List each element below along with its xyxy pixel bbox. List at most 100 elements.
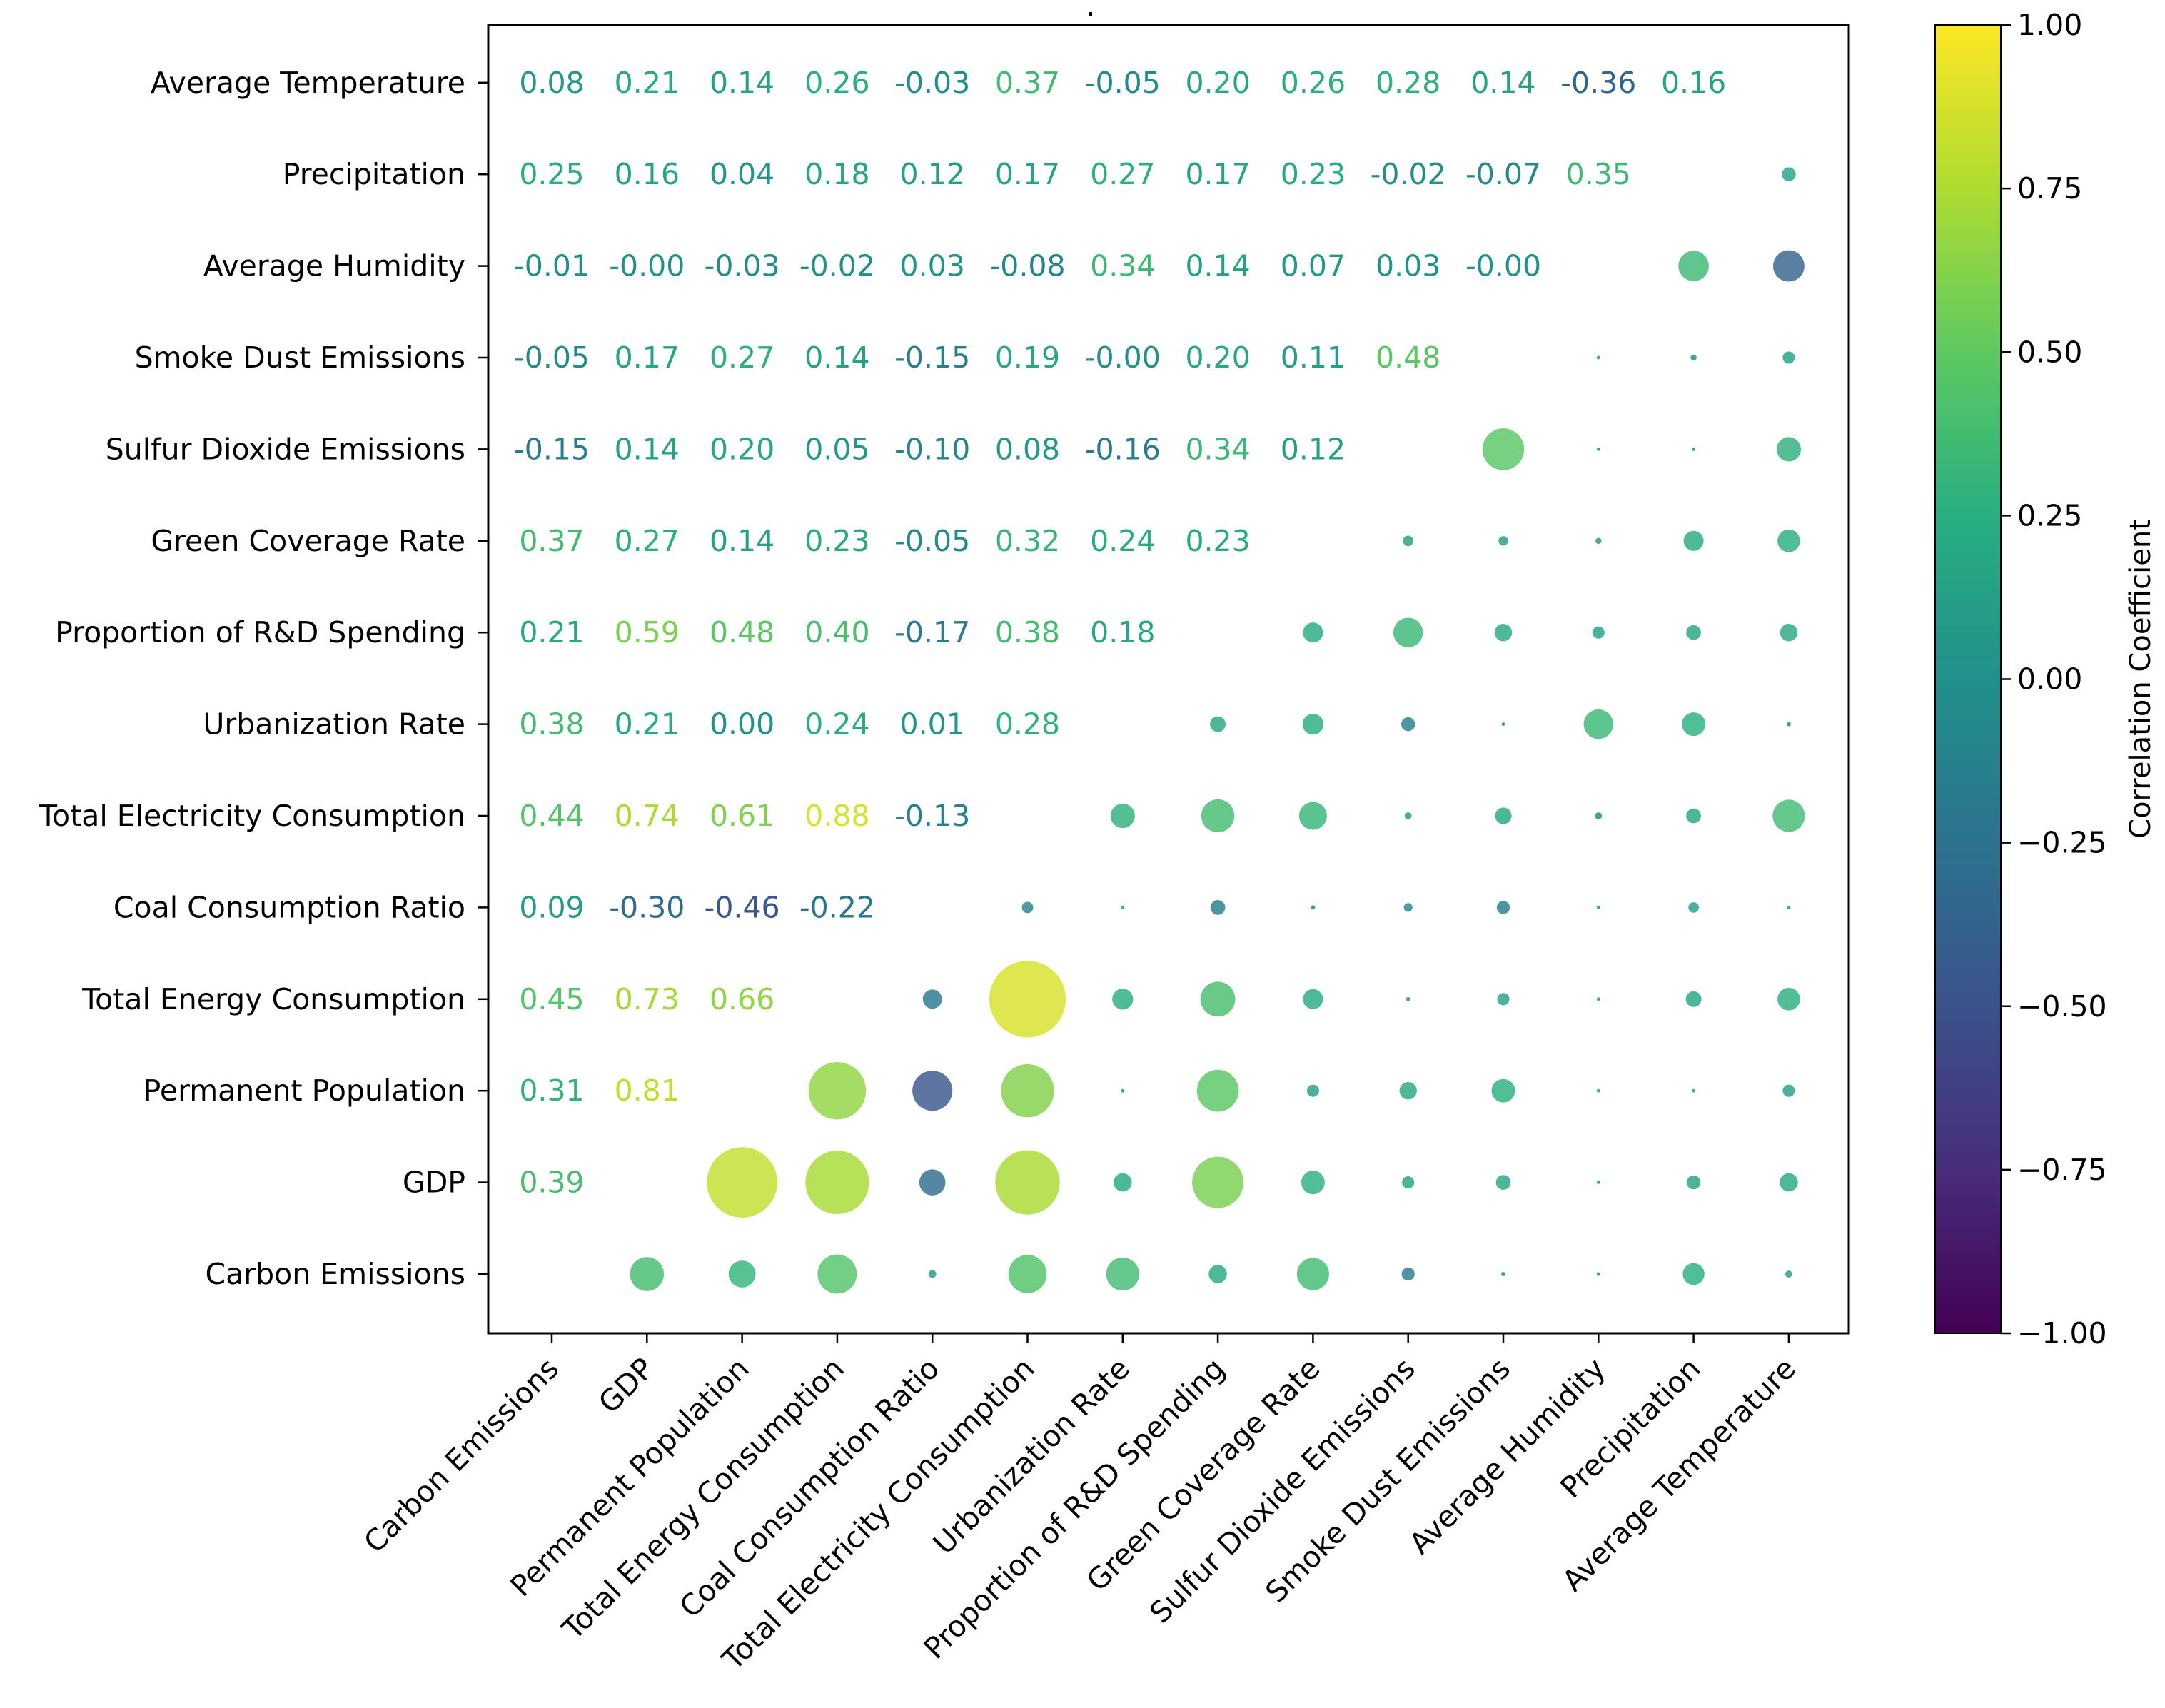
correlation-label: 0.23 <box>804 524 869 558</box>
correlation-bubble <box>1494 624 1513 642</box>
correlation-bubble <box>1596 447 1600 451</box>
correlation-bubble <box>1772 799 1805 832</box>
correlation-bubble <box>1001 1063 1054 1118</box>
correlation-label: -0.16 <box>1085 432 1161 466</box>
correlation-label: -0.22 <box>799 890 875 924</box>
correlation-label: 0.25 <box>519 157 584 191</box>
correlation-bubble <box>989 961 1066 1038</box>
correlation-label: 0.66 <box>710 982 774 1016</box>
correlation-bubble <box>1596 997 1600 1001</box>
correlation-bubble <box>1201 799 1235 833</box>
correlation-label: 0.18 <box>804 157 869 191</box>
colorbar-tick-label: −0.75 <box>2017 1153 2107 1187</box>
correlation-bubble <box>728 1260 756 1288</box>
correlation-label: -0.15 <box>514 432 590 466</box>
x-tick-label: GDP <box>592 1351 660 1420</box>
correlation-label: 0.20 <box>1185 340 1250 375</box>
correlation-label: 0.45 <box>519 982 584 1016</box>
correlation-bubble <box>1688 902 1699 913</box>
correlation-bubble <box>1482 428 1525 470</box>
correlation-bubble <box>1192 1156 1244 1208</box>
correlation-bubble <box>1401 1267 1415 1281</box>
correlation-label: 0.07 <box>1281 249 1346 283</box>
correlation-label: 0.08 <box>995 432 1060 466</box>
correlation-bubble <box>808 1061 867 1120</box>
correlation-label: 0.37 <box>519 524 584 558</box>
correlation-bubble <box>1393 617 1423 647</box>
correlation-bubble <box>1596 905 1600 909</box>
correlation-label: 0.16 <box>1661 66 1726 100</box>
correlation-bubble <box>1110 803 1135 829</box>
correlation-bubble <box>1008 1255 1047 1293</box>
correlation-label: 0.48 <box>1376 340 1440 375</box>
correlation-bubble <box>1595 537 1602 545</box>
correlation-label: 0.17 <box>995 157 1060 191</box>
correlation-bubble <box>1298 802 1327 830</box>
correlation-label: -0.02 <box>1371 157 1446 191</box>
y-tick-label: Precipitation <box>283 157 465 191</box>
correlation-label: 0.24 <box>804 707 869 742</box>
correlation-bubble <box>922 989 942 1009</box>
correlation-bubble <box>805 1151 869 1215</box>
correlation-bubble <box>1776 437 1801 462</box>
chart-title: . <box>1086 0 1096 23</box>
correlation-label: 0.05 <box>804 432 869 466</box>
correlation-bubble <box>1401 717 1415 732</box>
correlation-label: 0.21 <box>615 707 680 742</box>
correlation-bubble <box>1780 1173 1798 1192</box>
correlation-bubble <box>1683 530 1704 551</box>
correlation-label: -0.01 <box>514 249 590 283</box>
correlation-bubble <box>1303 989 1323 1009</box>
correlation-bubble <box>1777 529 1800 552</box>
correlation-label: 0.23 <box>1185 524 1250 558</box>
chart-marks: Carbon Emissions Carbon Emissions GDP GDP Pe… <box>39 66 1805 1677</box>
correlation-label: 0.61 <box>710 799 774 833</box>
correlation-bubble <box>1303 622 1323 643</box>
correlation-bubble <box>1678 251 1709 281</box>
correlation-bubble <box>1106 1257 1139 1291</box>
correlation-label: -0.05 <box>514 340 590 375</box>
correlation-bubble <box>1210 716 1226 732</box>
x-tick-label: Carbon Emissions <box>357 1351 565 1560</box>
y-tick-label: Coal Consumption Ratio <box>113 890 465 924</box>
y-tick-label: Proportion of R&D Spending <box>55 615 465 650</box>
colorbar-label: Correlation Coefficient <box>2124 519 2157 839</box>
correlation-bubble <box>1404 812 1412 819</box>
correlation-label: 0.34 <box>1185 432 1250 466</box>
correlation-label: -0.05 <box>1085 66 1161 100</box>
correlation-label: -0.13 <box>894 799 970 833</box>
correlation-label: -0.30 <box>609 890 685 924</box>
correlation-label: 0.11 <box>1281 340 1346 375</box>
correlation-label: 0.26 <box>804 66 869 100</box>
correlation-bubble <box>1496 901 1510 914</box>
correlation-label: -0.03 <box>894 66 970 100</box>
colorbar-tick-label: 0.25 <box>2017 498 2082 532</box>
correlation-label: 0.23 <box>1281 157 1346 191</box>
correlation-bubble <box>1690 354 1697 361</box>
correlation-label: 0.27 <box>710 340 774 375</box>
correlation-label: 0.74 <box>615 799 680 833</box>
correlation-label: -0.17 <box>894 615 970 650</box>
colorbar-tick-label: 0.50 <box>2017 335 2082 369</box>
correlation-label: 0.32 <box>995 524 1060 558</box>
correlation-bubble <box>1021 901 1034 914</box>
correlation-bubble <box>1121 905 1125 909</box>
correlation-bubble <box>1296 1258 1329 1290</box>
correlation-label: 0.28 <box>995 707 1060 742</box>
correlation-bubble <box>995 1150 1060 1215</box>
correlation-label: 0.19 <box>995 340 1060 375</box>
y-tick-label: Urbanization Rate <box>203 707 465 742</box>
correlation-label: -0.00 <box>1085 340 1161 375</box>
correlation-label: -0.36 <box>1560 66 1636 100</box>
correlation-bubble <box>1772 250 1805 282</box>
correlation-label: 0.59 <box>615 615 680 650</box>
correlation-label: 0.04 <box>710 157 774 191</box>
correlation-label: 0.16 <box>615 157 680 191</box>
plot-frame <box>487 24 1850 1335</box>
correlation-label: 0.08 <box>519 66 584 100</box>
y-tick-label: Smoke Dust Emissions <box>135 340 465 375</box>
correlation-bubble <box>1208 1265 1227 1283</box>
correlation-label: 0.35 <box>1566 157 1631 191</box>
